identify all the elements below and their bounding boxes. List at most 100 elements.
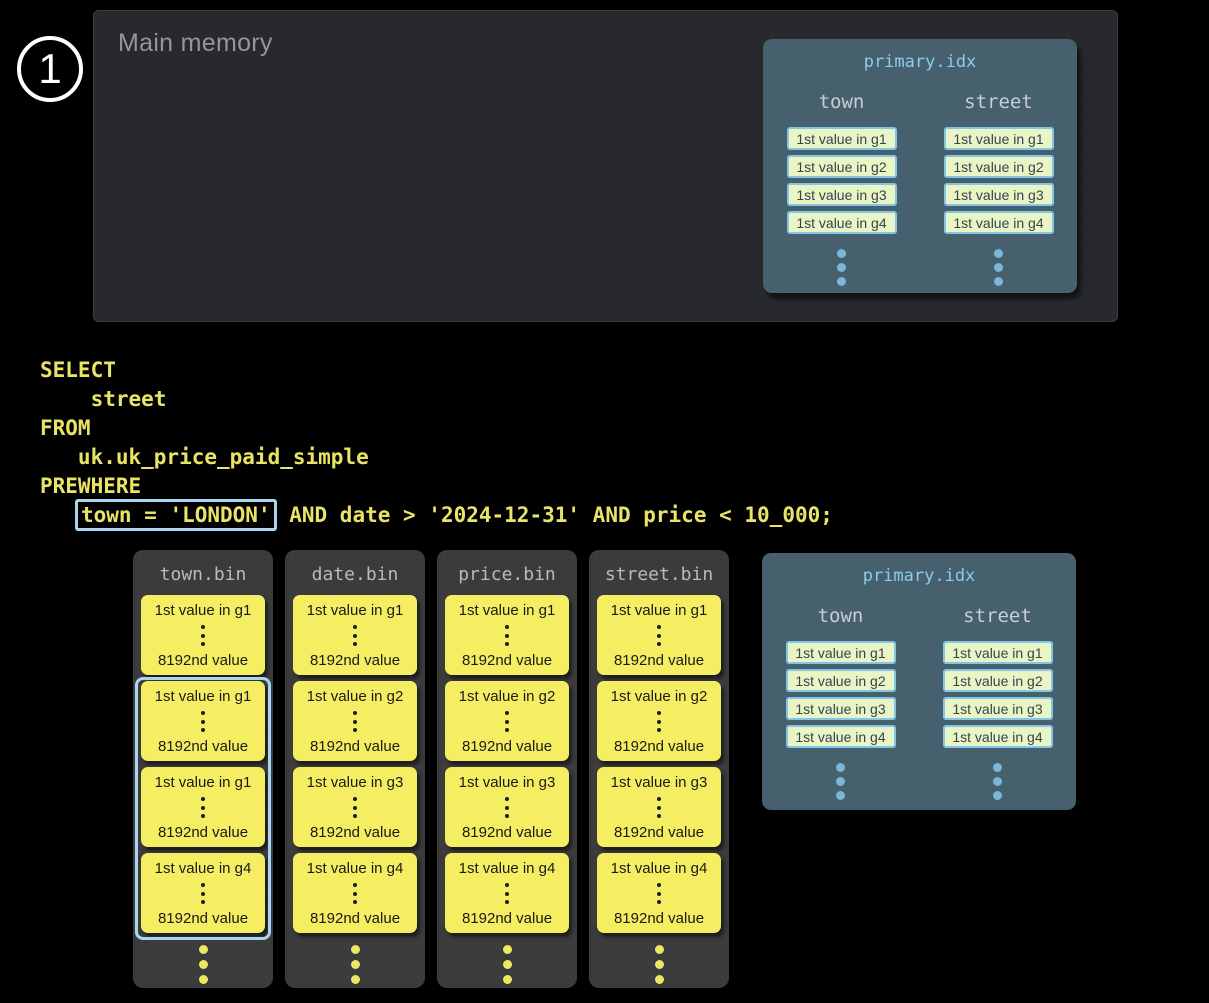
granule-block: 1st value in g3 8192nd value — [293, 767, 417, 847]
granule-block: 1st value in g2 8192nd value — [597, 681, 721, 761]
ellipsis-icon — [505, 881, 509, 906]
index-column-street: 1st value in g1 1st value in g2 1st valu… — [919, 641, 1076, 748]
ellipsis-icon — [353, 795, 357, 820]
granule-last-value: 8192nd value — [157, 910, 249, 927]
granule-last-value: 8192nd value — [613, 910, 705, 927]
bin-file-title: price.bin — [458, 564, 556, 585]
sql-line: PREWHERE — [40, 474, 142, 498]
granule-first-value: 1st value in g4 — [610, 860, 708, 877]
ellipsis-icon — [350, 942, 360, 987]
ellipsis-icon — [353, 709, 357, 734]
granule-last-value: 8192nd value — [157, 738, 249, 755]
granule-first-value: 1st value in g1 — [306, 602, 404, 619]
primary-idx-cells: 1st value in g1 1st value in g2 1st valu… — [762, 641, 1076, 748]
index-mark-cell: 1st value in g1 — [942, 641, 1053, 664]
ellipsis-icon — [502, 942, 512, 987]
ellipsis-icon — [657, 623, 661, 648]
granule-block: 1st value in g1 8192nd value — [141, 767, 265, 847]
granule-block: 1st value in g1 8192nd value — [293, 595, 417, 675]
primary-idx-ellipses — [763, 246, 1077, 288]
ellipsis-icon — [993, 760, 1002, 802]
granule-first-value: 1st value in g4 — [154, 860, 252, 877]
granule-block: 1st value in g3 8192nd value — [597, 767, 721, 847]
main-memory-panel: Main memory primary.idx town street 1st … — [93, 10, 1118, 322]
index-mark-cell: 1st value in g1 — [943, 127, 1054, 150]
granule-first-value: 1st value in g2 — [610, 688, 708, 705]
index-column-street: 1st value in g1 1st value in g2 1st valu… — [920, 127, 1077, 234]
sql-line: FROM — [40, 416, 91, 440]
granule-block: 1st value in g1 8192nd value — [597, 595, 721, 675]
step-number: 1 — [38, 45, 62, 92]
bin-file-panel-street: street.bin 1st value in g1 8192nd value … — [589, 550, 729, 988]
index-mark-cell: 1st value in g2 — [785, 669, 896, 692]
granule-last-value: 8192nd value — [309, 910, 401, 927]
granule-first-value: 1st value in g3 — [458, 774, 556, 791]
bin-file-panel-date: date.bin 1st value in g1 8192nd value 1s… — [285, 550, 425, 988]
ellipsis-icon — [657, 881, 661, 906]
index-mark-cell: 1st value in g3 — [786, 183, 897, 206]
granule-block: 1st value in g4 8192nd value — [293, 853, 417, 933]
ellipsis-icon — [657, 709, 661, 734]
granule-block: 1st value in g1 8192nd value — [141, 595, 265, 675]
ellipsis-icon — [505, 623, 509, 648]
ellipsis-icon — [198, 942, 208, 987]
column-header-street: street — [963, 605, 1032, 627]
granule-last-value: 8192nd value — [461, 824, 553, 841]
index-mark-cell: 1st value in g1 — [786, 127, 897, 150]
granule-first-value: 1st value in g4 — [458, 860, 556, 877]
bin-file-panel-price: price.bin 1st value in g1 8192nd value 1… — [437, 550, 577, 988]
bin-file-title: date.bin — [311, 564, 399, 585]
primary-idx-ellipses — [762, 760, 1076, 802]
granule-last-value: 8192nd value — [613, 652, 705, 669]
granule-block: 1st value in g3 8192nd value — [445, 767, 569, 847]
index-mark-cell: 1st value in g2 — [942, 669, 1053, 692]
primary-idx-headers: town street — [763, 91, 1077, 113]
ellipsis-icon — [201, 709, 205, 734]
granule-last-value: 8192nd value — [461, 738, 553, 755]
granule-block: 1st value in g1 8192nd value — [445, 595, 569, 675]
ellipsis-icon — [201, 795, 205, 820]
ellipsis-icon — [201, 881, 205, 906]
index-mark-cell: 1st value in g2 — [786, 155, 897, 178]
granule-first-value: 1st value in g2 — [306, 688, 404, 705]
ellipsis-icon — [353, 881, 357, 906]
ellipsis-icon — [654, 942, 664, 987]
ellipsis-icon — [353, 623, 357, 648]
bin-file-title: town.bin — [159, 564, 247, 585]
granule-first-value: 1st value in g3 — [610, 774, 708, 791]
step-1-badge: 1 — [17, 36, 83, 102]
sql-line: street — [40, 387, 167, 411]
index-mark-cell: 1st value in g4 — [785, 725, 896, 748]
index-mark-cell: 1st value in g3 — [943, 183, 1054, 206]
column-header-town: town — [817, 605, 864, 627]
granule-block: 1st value in g4 8192nd value — [597, 853, 721, 933]
granule-last-value: 8192nd value — [613, 824, 705, 841]
index-mark-cell: 1st value in g4 — [942, 725, 1053, 748]
index-column-town: 1st value in g1 1st value in g2 1st valu… — [763, 127, 920, 234]
town-predicate-highlight: town = 'LONDON' — [74, 499, 277, 531]
index-mark-cell: 1st value in g4 — [943, 211, 1054, 234]
granule-last-value: 8192nd value — [461, 910, 553, 927]
sql-line: SELECT — [40, 358, 116, 382]
granule-first-value: 1st value in g2 — [458, 688, 556, 705]
ellipsis-icon — [837, 246, 846, 288]
granule-last-value: 8192nd value — [613, 738, 705, 755]
granule-stack: 1st value in g1 8192nd value 1st value i… — [285, 595, 425, 933]
granule-stack: 1st value in g1 8192nd value 1st value i… — [437, 595, 577, 933]
granule-first-value: 1st value in g1 — [154, 688, 252, 705]
granule-first-value: 1st value in g1 — [610, 602, 708, 619]
sql-line-prewhere-predicates: town = 'LONDON' AND date > '2024-12-31' … — [40, 499, 833, 531]
granule-last-value: 8192nd value — [157, 652, 249, 669]
ellipsis-icon — [505, 709, 509, 734]
granule-block: 1st value in g2 8192nd value — [293, 681, 417, 761]
index-mark-cell: 1st value in g3 — [942, 697, 1053, 720]
primary-idx-title: primary.idx — [863, 52, 977, 72]
sql-line: uk.uk_price_paid_simple — [40, 445, 369, 469]
granule-block: 1st value in g1 8192nd value — [141, 681, 265, 761]
column-header-street: street — [964, 91, 1033, 113]
granule-block: 1st value in g4 8192nd value — [141, 853, 265, 933]
granule-first-value: 1st value in g1 — [458, 602, 556, 619]
index-mark-cell: 1st value in g3 — [785, 697, 896, 720]
granule-first-value: 1st value in g4 — [306, 860, 404, 877]
